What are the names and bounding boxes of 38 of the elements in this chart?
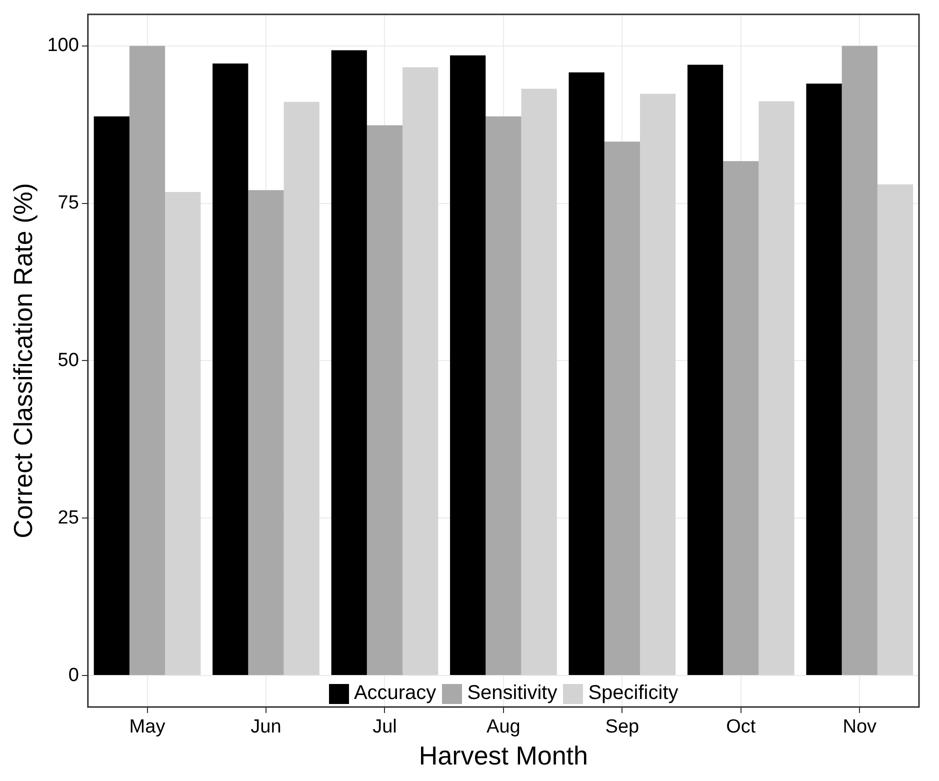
bar — [366, 125, 403, 676]
bar — [604, 142, 640, 676]
x-tick-label: Oct — [726, 716, 756, 738]
legend-label: Sensitivity — [467, 682, 558, 705]
x-tick-label: Aug — [486, 716, 520, 738]
y-tick-label: 50 — [58, 350, 79, 371]
x-axis-title: Harvest Month — [418, 740, 588, 771]
bar — [165, 192, 201, 676]
bar — [806, 84, 842, 676]
y-tick-label: 25 — [58, 507, 79, 528]
bar — [248, 190, 284, 676]
bar — [640, 94, 676, 676]
bar — [129, 46, 166, 676]
bar — [758, 101, 794, 676]
y-tick-label: 100 — [47, 35, 79, 56]
bar — [331, 50, 367, 676]
bar — [486, 116, 522, 676]
bar — [723, 161, 759, 676]
x-tick-label: Sep — [605, 716, 640, 738]
bar — [877, 184, 914, 676]
x-tick-label: May — [129, 716, 166, 738]
bar — [521, 88, 557, 676]
bar — [568, 72, 604, 676]
y-axis-title: Correct Classification Rate (%) — [8, 182, 38, 538]
y-tick-label: 75 — [58, 192, 79, 214]
x-tick-label: Jul — [372, 716, 397, 738]
x-tick-label: Nov — [842, 716, 878, 738]
bar — [402, 67, 438, 676]
y-tick-label: 0 — [68, 664, 79, 686]
bar — [687, 64, 724, 676]
legend-label: Accuracy — [354, 682, 436, 705]
bar — [94, 116, 130, 676]
x-tick-label: Jun — [250, 716, 282, 738]
bar — [212, 64, 248, 676]
legend-label: Specificity — [588, 682, 678, 705]
bar — [450, 55, 486, 676]
bar — [842, 46, 878, 676]
bar — [284, 102, 320, 676]
